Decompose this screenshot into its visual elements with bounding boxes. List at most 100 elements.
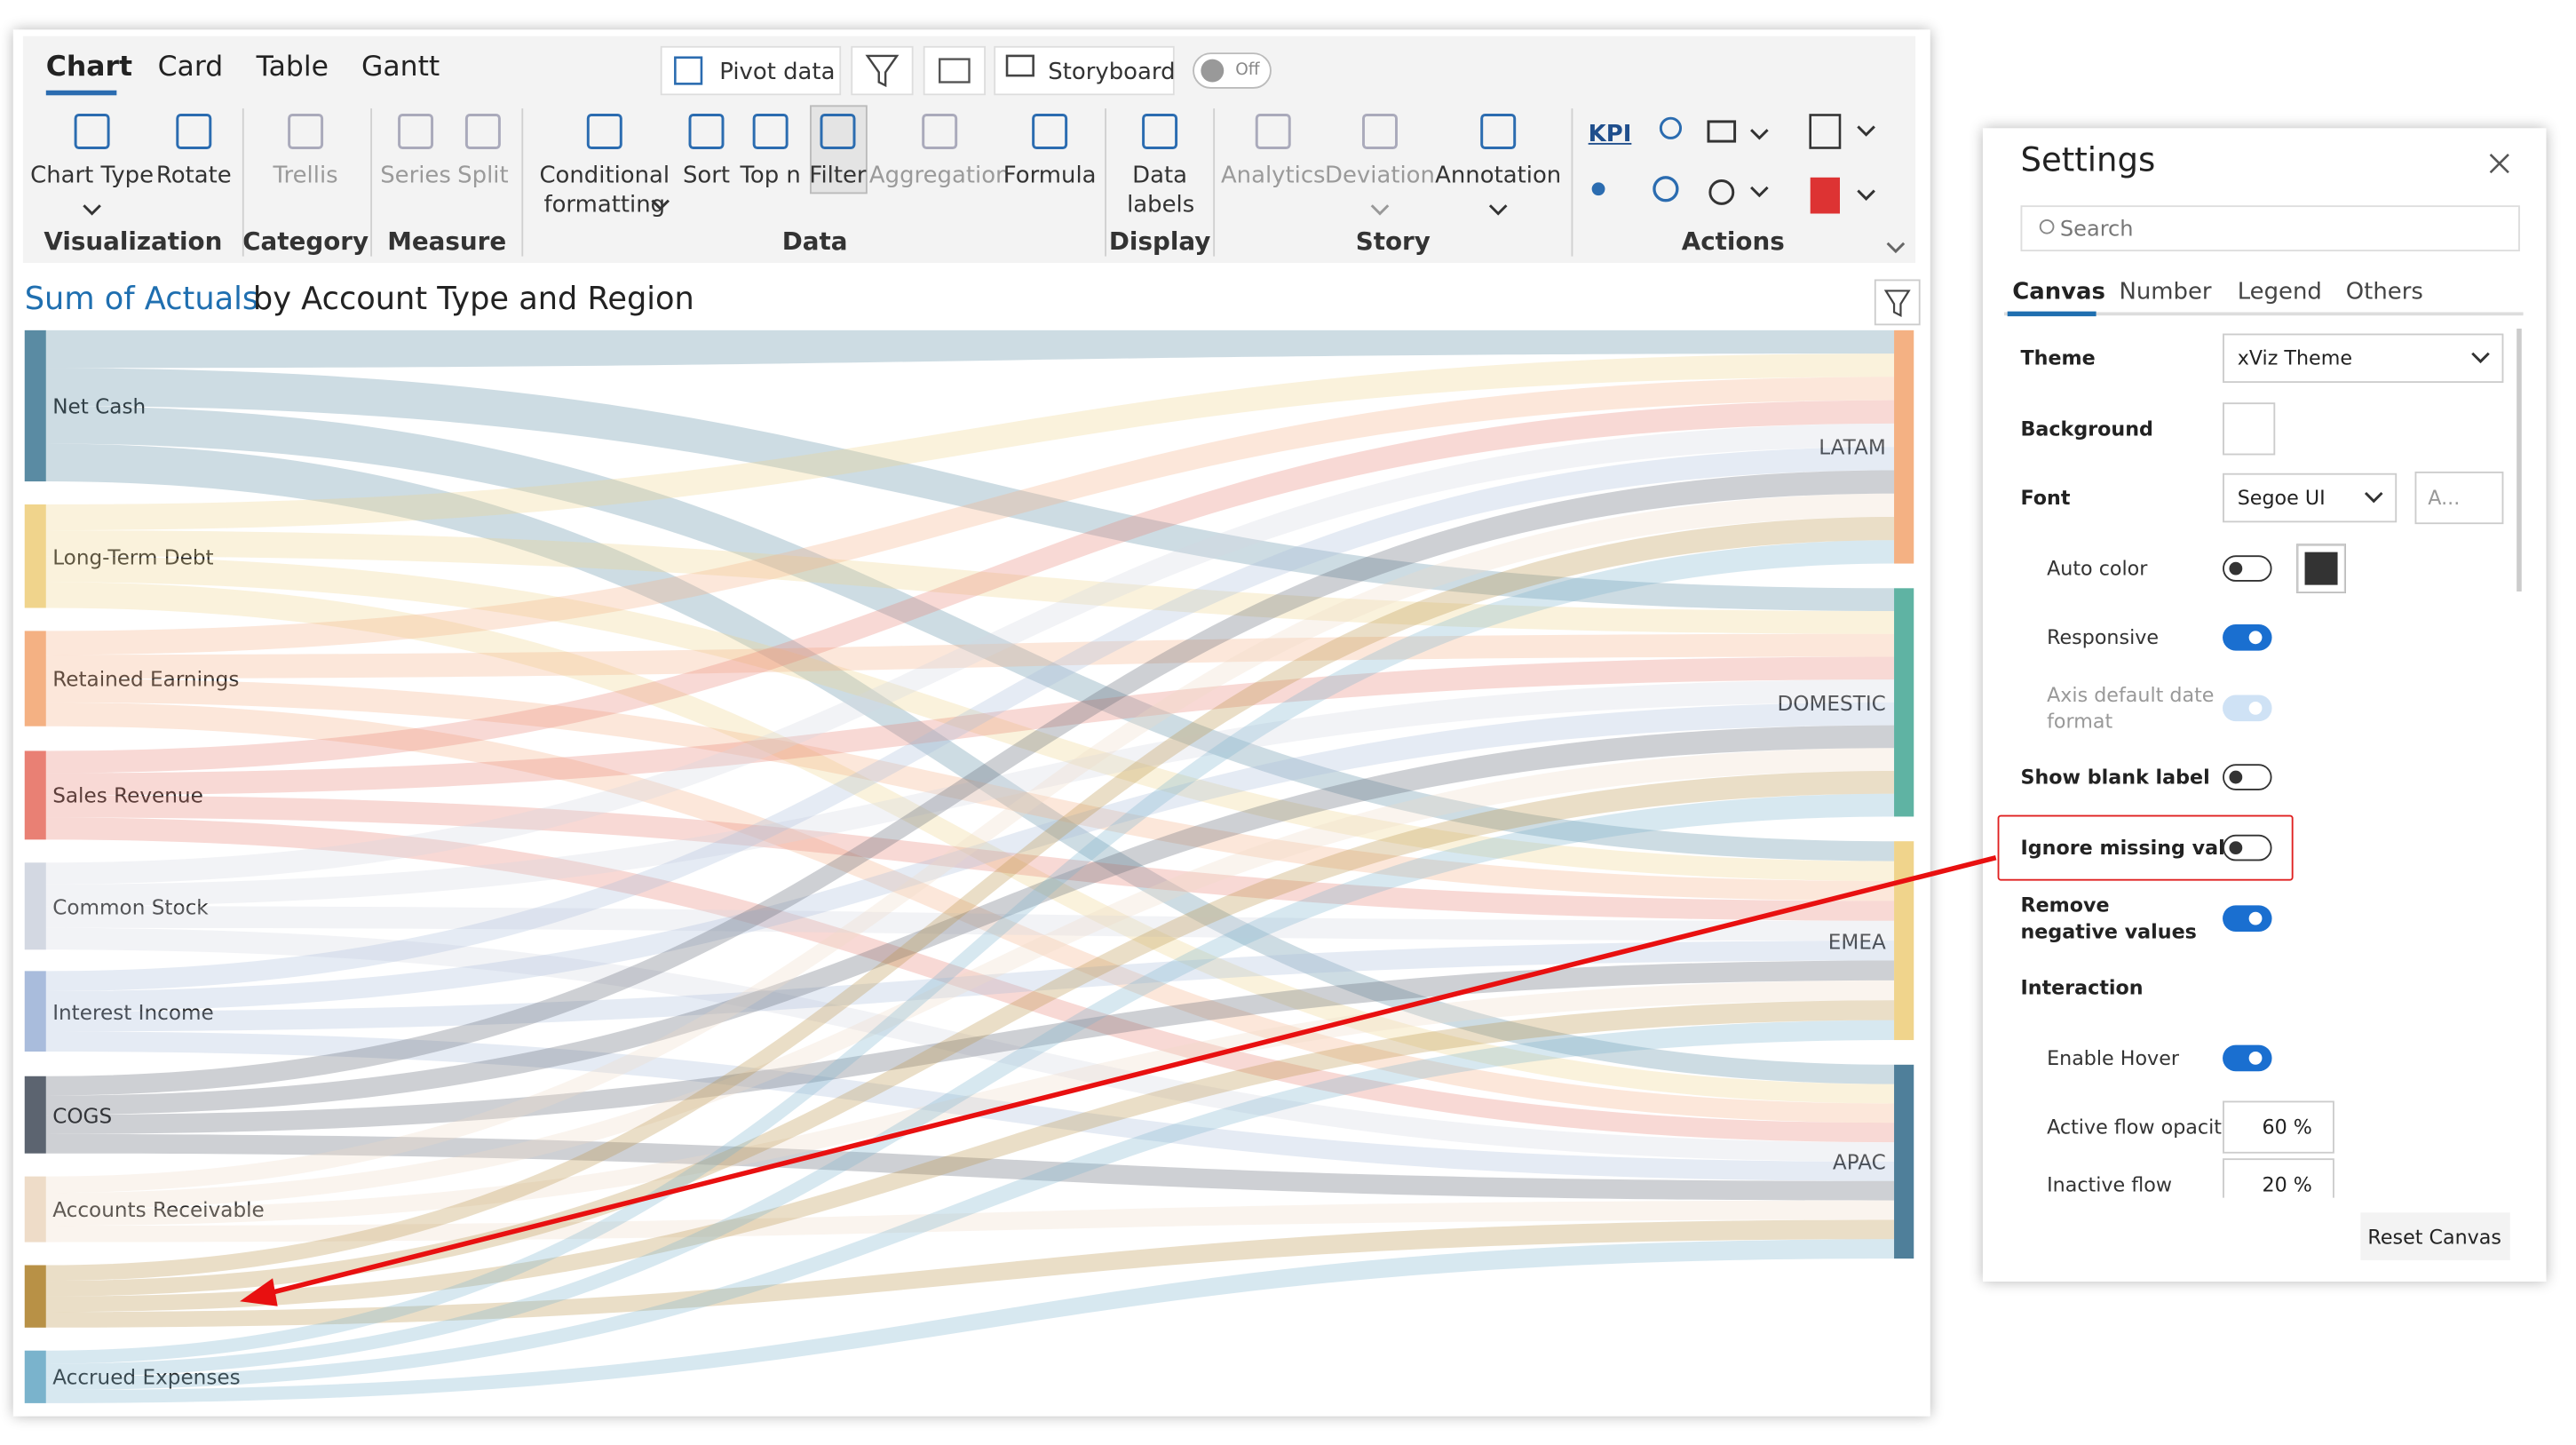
- sankey-flow[interactable]: [45, 1000, 1895, 1313]
- chart-filter-button[interactable]: [1874, 279, 1921, 326]
- ribbon-item-label[interactable]: Split: [457, 163, 509, 189]
- ribbon-item-label[interactable]: Annotation: [1435, 163, 1562, 189]
- ribbon-tab[interactable]: Table: [256, 51, 329, 84]
- sankey-flow[interactable]: [45, 400, 1895, 774]
- source-node[interactable]: [24, 329, 46, 482]
- sankey-flow[interactable]: [45, 582, 1895, 1104]
- reset-label[interactable]: Reset Canvas: [2367, 1226, 2501, 1249]
- sankey-flow[interactable]: [45, 1219, 1895, 1328]
- input-box[interactable]: [2414, 471, 2504, 525]
- sankey-flow[interactable]: [45, 927, 1895, 1162]
- color-swatch[interactable]: [2223, 402, 2276, 456]
- ribbon-item-label[interactable]: Top n: [740, 163, 801, 189]
- sankey-flow[interactable]: [45, 725, 1895, 1116]
- sankey-flow[interactable]: [45, 517, 1895, 1282]
- ribbon-item-label[interactable]: Aggregation: [868, 163, 1011, 189]
- toggle[interactable]: [2223, 764, 2272, 790]
- dropdown[interactable]: [2223, 472, 2398, 523]
- source-node[interactable]: [24, 1176, 46, 1243]
- target-node[interactable]: [1894, 588, 1914, 817]
- target-node[interactable]: [1894, 1064, 1914, 1259]
- ribbon-tab[interactable]: Card: [157, 51, 224, 84]
- ribbon-item-label[interactable]: Series: [380, 163, 451, 189]
- sankey-flow[interactable]: [45, 795, 1895, 921]
- sankey-flow[interactable]: [45, 633, 1895, 679]
- off-toggle[interactable]: [1193, 52, 1272, 89]
- sankey-flow[interactable]: [45, 470, 1895, 1096]
- sankey-flow[interactable]: [45, 353, 1895, 531]
- source-node[interactable]: [24, 971, 46, 1052]
- sankey-flow[interactable]: [45, 377, 1895, 655]
- sankey-flow[interactable]: [45, 405, 1895, 861]
- ribbon-item-label[interactable]: Rotate: [155, 163, 232, 189]
- sankey-flow[interactable]: [45, 656, 1895, 796]
- source-node[interactable]: [24, 504, 46, 608]
- sankey-flow[interactable]: [45, 493, 1895, 1194]
- ribbon-tab[interactable]: Chart: [45, 51, 133, 84]
- kpi-button[interactable]: KPI: [1588, 121, 1632, 148]
- sankey-flow[interactable]: [45, 941, 1895, 1032]
- filter-pane-button[interactable]: [851, 45, 914, 96]
- source-node[interactable]: [24, 862, 46, 950]
- sankey-flow[interactable]: [45, 906, 1895, 941]
- source-node[interactable]: [24, 631, 46, 726]
- sankey-flow[interactable]: [45, 793, 1895, 1378]
- toggle[interactable]: [2223, 905, 2272, 932]
- sankey-flow[interactable]: [45, 702, 1895, 1123]
- close-icon[interactable]: [2489, 153, 2509, 174]
- ribbon-item-label[interactable]: Filter: [809, 163, 867, 189]
- sankey-flow[interactable]: [45, 368, 1895, 612]
- sankey-flow[interactable]: [45, 679, 1895, 901]
- sankey-flow[interactable]: [45, 1239, 1895, 1403]
- sankey-flow[interactable]: [45, 329, 1895, 369]
- sankey-flow[interactable]: [45, 540, 1895, 1364]
- sankey-flow[interactable]: [45, 980, 1895, 1227]
- settings-tab[interactable]: Others: [2345, 279, 2423, 306]
- toggle[interactable]: [2223, 624, 2272, 651]
- settings-tab[interactable]: Number: [2119, 279, 2212, 306]
- ribbon-item-label[interactable]: Trellis: [273, 163, 338, 189]
- sankey-flow[interactable]: [45, 556, 1895, 881]
- table-button[interactable]: [923, 45, 986, 96]
- sankey-flow[interactable]: [45, 960, 1895, 1134]
- source-node[interactable]: [24, 750, 46, 840]
- pivot-button[interactable]: [660, 45, 842, 96]
- input-box[interactable]: [2223, 1100, 2334, 1154]
- pdf-icon: [1810, 177, 1840, 214]
- sankey-flow[interactable]: [45, 817, 1895, 1143]
- ribbon-item-label[interactable]: Formula: [1003, 163, 1097, 189]
- storyboard-button[interactable]: [994, 45, 1175, 96]
- target-node[interactable]: [1894, 841, 1914, 1041]
- auto-color-swatch[interactable]: [2296, 544, 2346, 593]
- sankey-flow[interactable]: [45, 702, 1895, 1012]
- ribbon-item-label[interactable]: Conditional formatting: [539, 163, 670, 219]
- chevron: [1750, 186, 1769, 198]
- settings-tab[interactable]: Canvas: [2012, 279, 2105, 306]
- sankey-flow[interactable]: [45, 1020, 1895, 1391]
- sankey-flow[interactable]: [45, 771, 1895, 1297]
- sankey-flow[interactable]: [45, 530, 1895, 634]
- source-node[interactable]: [24, 1350, 46, 1403]
- sankey-flow[interactable]: [45, 423, 1895, 885]
- search-box[interactable]: [2020, 205, 2520, 252]
- sankey-flow[interactable]: [45, 447, 1895, 992]
- ribbon-item-label[interactable]: Analytics: [1220, 163, 1326, 189]
- toggle[interactable]: [2223, 695, 2272, 722]
- sankey-flow[interactable]: [45, 443, 1895, 1084]
- target-node[interactable]: [1894, 329, 1914, 564]
- sankey-flow[interactable]: [45, 1133, 1895, 1201]
- ribbon-item-label[interactable]: Chart Type: [30, 163, 155, 189]
- ribbon-tab[interactable]: Gantt: [361, 51, 440, 84]
- ribbon-item-label[interactable]: Sort: [682, 163, 731, 189]
- ribbon-item-label[interactable]: Data labels: [1127, 163, 1195, 219]
- source-node[interactable]: [24, 1265, 46, 1328]
- toggle[interactable]: [2223, 1044, 2272, 1072]
- source-node[interactable]: [24, 1076, 46, 1154]
- reset-button[interactable]: [2360, 1212, 2510, 1260]
- ribbon-item-label[interactable]: Deviation: [1325, 163, 1435, 189]
- sankey-flow[interactable]: [45, 748, 1895, 1210]
- sankey-flow[interactable]: [45, 1031, 1895, 1181]
- dropdown[interactable]: [2223, 333, 2504, 384]
- settings-tab[interactable]: Legend: [2237, 279, 2322, 306]
- sankey-flow[interactable]: [45, 679, 1895, 907]
